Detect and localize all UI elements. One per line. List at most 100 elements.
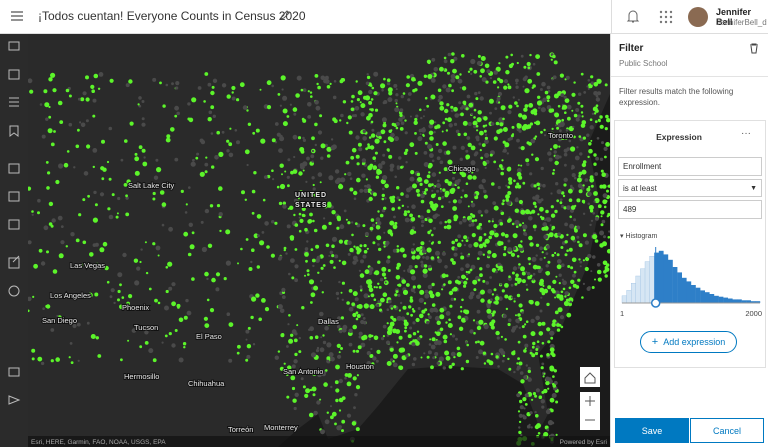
- school-point: [271, 84, 274, 88]
- school-point: [476, 117, 482, 123]
- school-point: [350, 107, 355, 112]
- notifications-icon[interactable]: [626, 9, 640, 24]
- school-point: [578, 174, 581, 178]
- school-point: [465, 270, 468, 274]
- school-point: [416, 330, 420, 333]
- layers-icon[interactable]: [8, 41, 20, 51]
- school-point: [559, 129, 562, 133]
- print-icon[interactable]: [8, 191, 20, 202]
- school-point: [344, 376, 347, 380]
- school-point: [125, 196, 129, 200]
- school-point: [87, 194, 90, 198]
- legend-icon[interactable]: [9, 97, 19, 107]
- delete-icon[interactable]: [749, 43, 759, 54]
- school-point: [492, 327, 495, 330]
- school-point: [395, 126, 399, 130]
- school-point: [351, 233, 354, 237]
- slider-handle[interactable]: [650, 298, 661, 308]
- school-point: [33, 263, 38, 269]
- bookmarks-icon[interactable]: [9, 125, 19, 137]
- school-point: [307, 90, 310, 93]
- school-point: [481, 289, 484, 292]
- school-point: [109, 295, 113, 299]
- school-point: [92, 148, 98, 153]
- operator-select[interactable]: is at least ▼: [618, 179, 762, 197]
- home-button[interactable]: [580, 367, 600, 387]
- school-point: [529, 411, 533, 415]
- value-input[interactable]: 489: [618, 200, 762, 219]
- school-point: [377, 210, 380, 213]
- school-point: [40, 361, 45, 366]
- edit-icon[interactable]: [279, 9, 291, 21]
- school-point: [309, 336, 314, 340]
- school-point: [338, 280, 341, 284]
- menu-icon[interactable]: [10, 10, 24, 22]
- school-point: [580, 186, 585, 190]
- save-icon[interactable]: [8, 163, 20, 174]
- histogram-toggle[interactable]: ▾ Histogram: [620, 233, 658, 240]
- school-point: [204, 271, 209, 277]
- export-icon[interactable]: [8, 255, 20, 269]
- school-point: [386, 301, 389, 304]
- school-point: [359, 285, 363, 288]
- school-point: [457, 199, 462, 204]
- histogram-bar: [691, 285, 696, 303]
- school-point: [204, 208, 210, 214]
- school-point: [457, 132, 461, 137]
- school-point: [359, 188, 364, 193]
- school-point: [525, 283, 528, 286]
- school-point: [463, 102, 467, 106]
- school-point: [312, 191, 319, 197]
- field-input[interactable]: Enrollment: [618, 157, 762, 176]
- share-icon[interactable]: [8, 219, 20, 230]
- school-point: [92, 217, 98, 223]
- school-point: [184, 211, 188, 214]
- save-button[interactable]: Save: [615, 418, 689, 443]
- feedback-icon[interactable]: [8, 367, 20, 377]
- map-label: Los Angeles: [50, 291, 91, 300]
- school-point: [485, 263, 490, 269]
- school-point: [337, 324, 341, 329]
- school-point: [94, 292, 99, 297]
- school-point: [358, 147, 363, 152]
- school-point: [457, 78, 463, 84]
- more-button[interactable]: ···: [741, 128, 751, 139]
- settings-icon[interactable]: [8, 285, 20, 297]
- school-point: [565, 137, 568, 140]
- school-point: [457, 315, 462, 320]
- school-point: [450, 258, 454, 262]
- school-point: [596, 263, 601, 267]
- histogram[interactable]: 1 2000: [615, 243, 765, 321]
- school-point: [391, 122, 395, 127]
- school-point: [330, 356, 335, 362]
- school-point: [174, 114, 178, 118]
- cancel-button[interactable]: Cancel: [690, 418, 764, 443]
- collapse-icon[interactable]: [8, 395, 21, 405]
- school-point: [85, 75, 89, 80]
- school-point: [539, 88, 543, 91]
- add-expression-button[interactable]: + Add expression: [640, 331, 737, 353]
- basemap-icon[interactable]: [8, 69, 20, 80]
- school-point: [28, 78, 33, 84]
- avatar[interactable]: [688, 7, 708, 27]
- school-point: [310, 292, 316, 298]
- school-point: [507, 177, 513, 182]
- school-point: [495, 330, 500, 336]
- school-point: [407, 92, 412, 96]
- school-point: [567, 116, 571, 121]
- school-point: [340, 347, 343, 350]
- apps-icon[interactable]: [659, 10, 673, 24]
- school-point: [134, 156, 140, 162]
- school-point: [125, 212, 130, 217]
- school-point: [333, 266, 336, 269]
- school-point: [279, 308, 285, 314]
- school-point: [426, 104, 430, 108]
- school-point: [352, 324, 358, 330]
- school-point: [549, 347, 555, 353]
- school-point: [497, 77, 501, 81]
- school-point: [570, 266, 574, 270]
- school-point: [144, 341, 149, 345]
- school-point: [294, 352, 298, 357]
- school-point: [69, 342, 73, 345]
